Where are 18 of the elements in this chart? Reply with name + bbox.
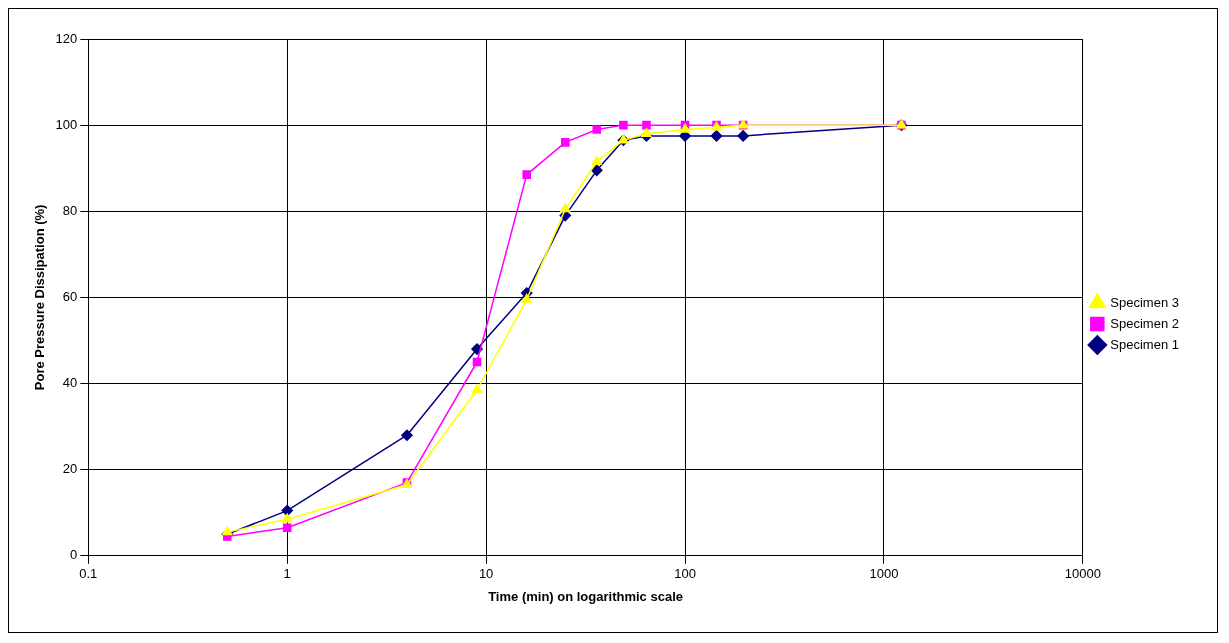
x-tick-label: 100 [674, 566, 696, 582]
y-tick-label: 20 [62, 461, 78, 477]
x-tick-label: 10 [478, 566, 494, 582]
y-tick-label: 120 [55, 30, 78, 46]
y-tick-label: 80 [62, 202, 78, 218]
x-tick-label: 1 [283, 566, 291, 582]
y-tick-label: 0 [70, 547, 78, 563]
x-tick-label: 1000 [869, 566, 899, 582]
y-tick-label: 60 [62, 288, 78, 304]
x-tick-label: 0.1 [79, 566, 98, 582]
x-axis-title: Time (min) on logarithmic scale [488, 588, 683, 604]
legend-label: Specimen 2 [1110, 315, 1180, 331]
y-axis-title: Pore Pressure Dissipation (%) [32, 204, 48, 391]
legend-label: Specimen 3 [1110, 294, 1180, 310]
y-tick-label: 40 [62, 375, 78, 391]
y-tick-label: 100 [55, 116, 78, 132]
legend-label: Specimen 1 [1110, 336, 1180, 352]
x-tick-label: 10000 [1064, 566, 1101, 582]
